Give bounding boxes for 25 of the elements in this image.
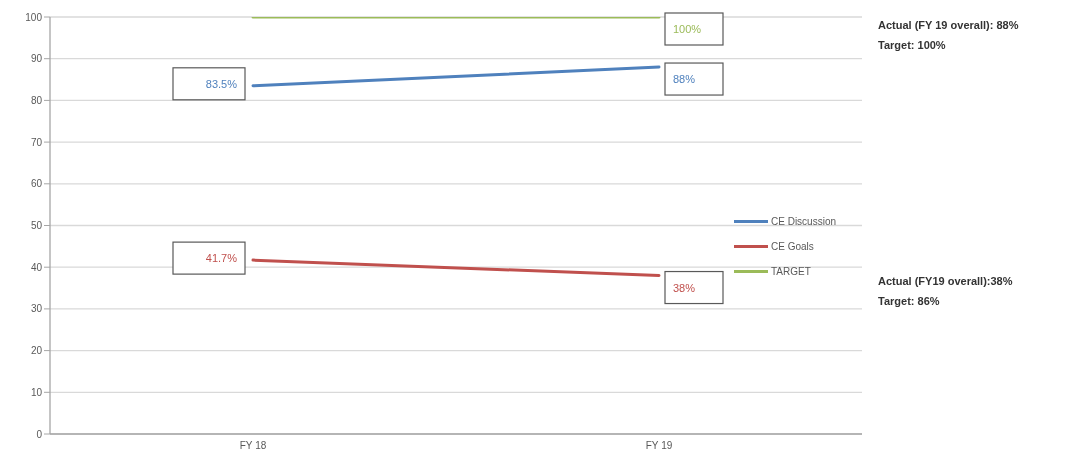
y-tick-label: 70 <box>30 136 43 148</box>
data-label: 38% <box>673 281 696 294</box>
y-tick-label: 40 <box>30 261 43 273</box>
y-tick-label: 30 <box>30 303 43 315</box>
y-tick-label: 10 <box>30 386 43 398</box>
data-label: 100% <box>673 23 702 35</box>
y-tick-label: 60 <box>30 178 43 190</box>
y-tick-label: 100 <box>25 11 43 23</box>
text: Actual (FY 19 overall): 88% <box>878 19 1019 31</box>
data-label: 83.5% <box>205 77 238 90</box>
y-tick-label: 20 <box>30 345 43 357</box>
y-tick-label: 90 <box>30 53 43 65</box>
data-label: 88% <box>673 73 696 86</box>
text: Actual (FY19 overall):38% <box>878 275 1013 287</box>
legend-label: CE Goals <box>771 240 814 252</box>
legend-label: TARGET <box>771 265 811 277</box>
x-tick-label: FY 18 <box>239 440 267 452</box>
x-tick-label: FY 19 <box>645 440 673 452</box>
legend-label: CE Discussion <box>771 215 837 227</box>
y-tick-label: 50 <box>30 220 43 232</box>
y-tick-label: 80 <box>30 94 43 106</box>
text: Target: 100% <box>878 39 946 51</box>
y-tick-label: 0 <box>36 428 43 440</box>
data-label: 41.7% <box>205 252 238 265</box>
text: Target: 86% <box>878 295 940 307</box>
